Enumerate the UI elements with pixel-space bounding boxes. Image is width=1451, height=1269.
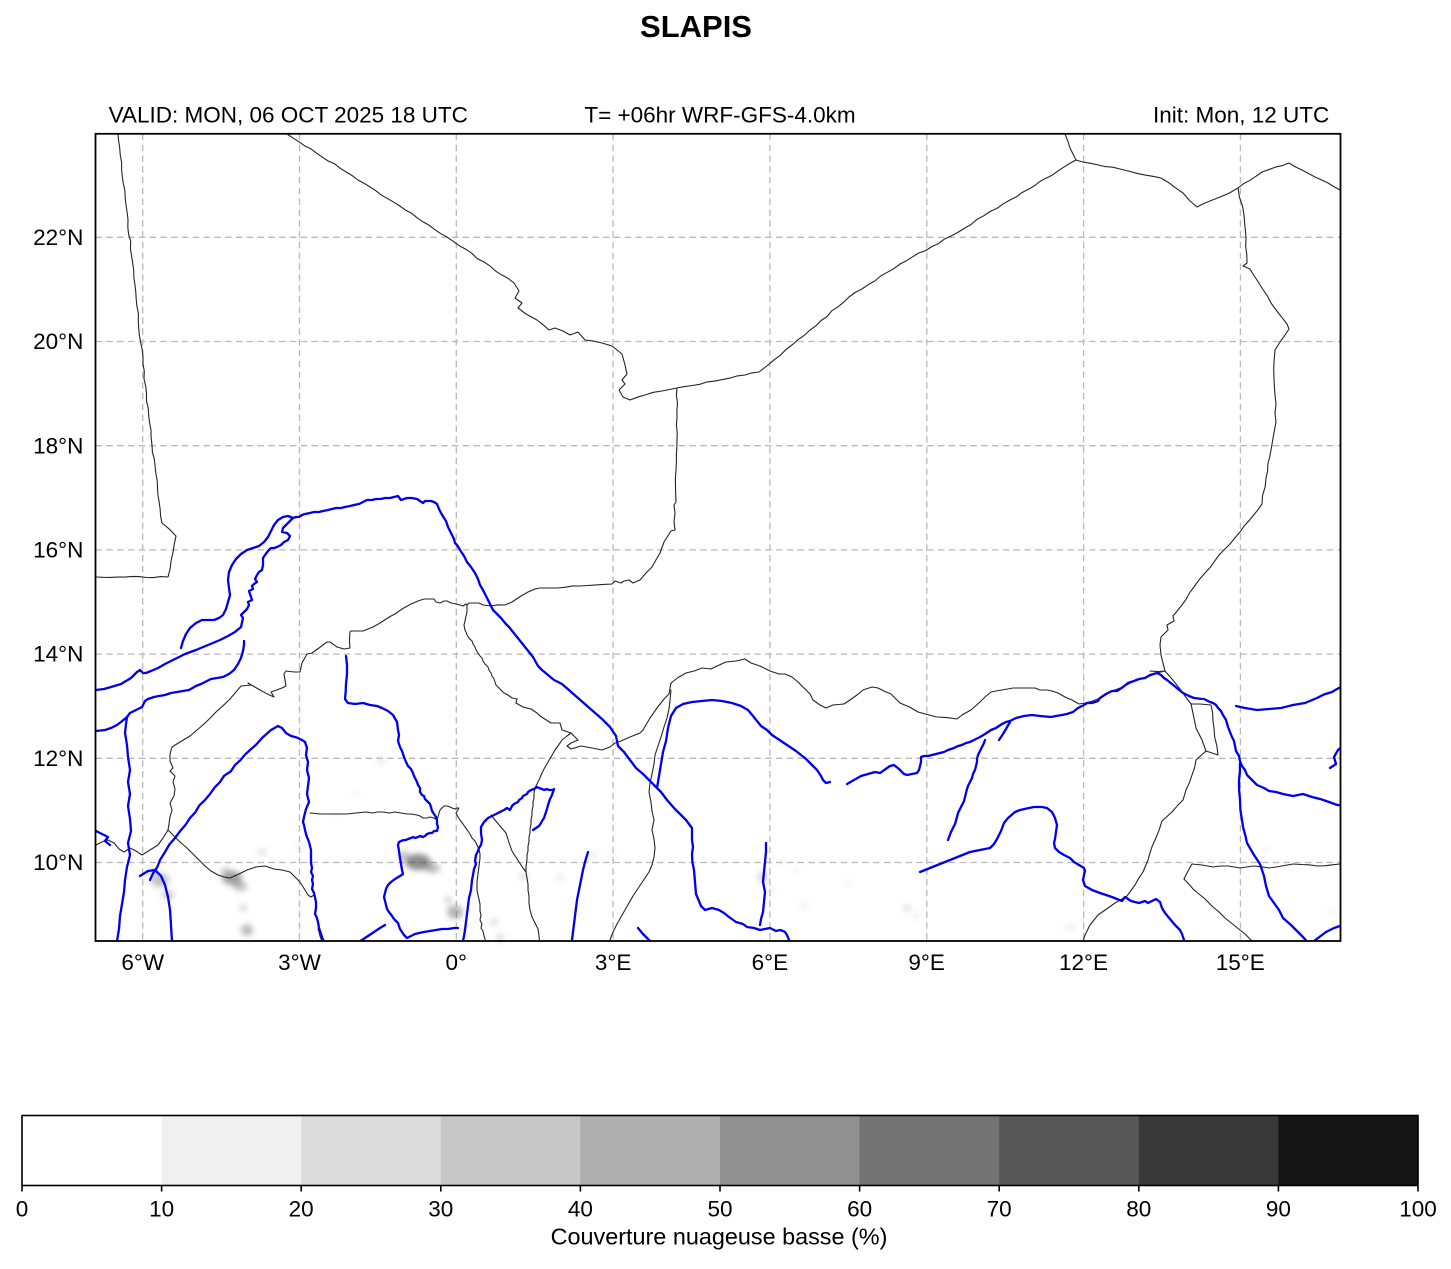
svg-text:90: 90 bbox=[1266, 1197, 1291, 1222]
svg-text:12°E: 12°E bbox=[1059, 950, 1108, 975]
svg-text:0°: 0° bbox=[446, 950, 468, 975]
svg-text:10: 10 bbox=[149, 1197, 174, 1222]
svg-text:0: 0 bbox=[16, 1197, 29, 1222]
svg-text:18°N: 18°N bbox=[33, 433, 83, 458]
svg-text:6°W: 6°W bbox=[121, 950, 165, 975]
svg-text:50: 50 bbox=[707, 1197, 732, 1222]
svg-text:3°E: 3°E bbox=[595, 950, 632, 975]
svg-text:VALID: MON, 06 OCT 2025 18 UTC: VALID: MON, 06 OCT 2025 18 UTC bbox=[109, 103, 468, 128]
svg-text:12°N: 12°N bbox=[33, 746, 83, 771]
svg-text:14°N: 14°N bbox=[33, 642, 83, 667]
svg-text:10°N: 10°N bbox=[33, 850, 83, 875]
svg-text:Couverture nuageuse basse (%): Couverture nuageuse basse (%) bbox=[551, 1223, 888, 1249]
svg-text:3°W: 3°W bbox=[278, 950, 322, 975]
svg-text:20°N: 20°N bbox=[33, 329, 83, 354]
svg-text:30: 30 bbox=[428, 1197, 453, 1222]
svg-text:20: 20 bbox=[289, 1197, 314, 1222]
svg-text:T= +06hr WRF-GFS-4.0km: T= +06hr WRF-GFS-4.0km bbox=[584, 103, 855, 128]
svg-text:6°E: 6°E bbox=[752, 950, 789, 975]
svg-text:40: 40 bbox=[568, 1197, 593, 1222]
svg-text:Init: Mon, 12 UTC: Init: Mon, 12 UTC bbox=[1153, 103, 1329, 128]
svg-text:100: 100 bbox=[1399, 1197, 1437, 1222]
svg-text:SLAPIS: SLAPIS bbox=[640, 9, 752, 44]
svg-text:80: 80 bbox=[1126, 1197, 1151, 1222]
svg-text:15°E: 15°E bbox=[1216, 950, 1265, 975]
svg-text:60: 60 bbox=[847, 1197, 872, 1222]
svg-text:22°N: 22°N bbox=[33, 225, 83, 250]
svg-text:9°E: 9°E bbox=[908, 950, 945, 975]
svg-text:70: 70 bbox=[987, 1197, 1012, 1222]
svg-text:16°N: 16°N bbox=[33, 538, 83, 563]
